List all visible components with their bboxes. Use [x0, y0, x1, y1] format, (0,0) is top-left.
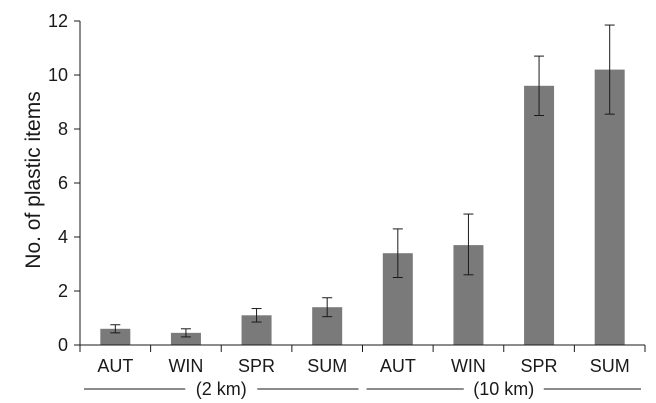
y-tick-label: 6 [58, 173, 68, 193]
x-category-label: SUM [590, 356, 630, 376]
group-label: (2 km) [196, 379, 247, 399]
group-label: (10 km) [473, 379, 534, 399]
y-axis: 0 2 4 6 8 10 12 [48, 11, 81, 355]
y-tick-label: 12 [48, 11, 68, 31]
y-tick-label: 0 [58, 335, 68, 355]
x-category-label: SPR [238, 356, 275, 376]
x-category-label: WIN [168, 356, 203, 376]
x-category-label: AUT [380, 356, 416, 376]
x-category-label: AUT [97, 356, 133, 376]
bar [100, 328, 131, 345]
x-category-label: WIN [451, 356, 486, 376]
y-tick-label: 2 [58, 281, 68, 301]
error-bars [110, 24, 615, 338]
y-tick-label: 10 [48, 65, 68, 85]
bar [524, 85, 555, 346]
bars [100, 69, 625, 346]
y-tick-label: 8 [58, 119, 68, 139]
x-category-label: SUM [307, 356, 347, 376]
bar [170, 332, 201, 345]
y-tick-label: 4 [58, 227, 68, 247]
bar [594, 69, 625, 345]
group-labels: (2 km) (10 km) [84, 379, 641, 399]
x-axis: AUT WIN SPR SUM AUT WIN SPR SUM [79, 344, 646, 376]
y-axis-title: No. of plastic items [22, 91, 45, 268]
x-category-label: SPR [521, 356, 558, 376]
